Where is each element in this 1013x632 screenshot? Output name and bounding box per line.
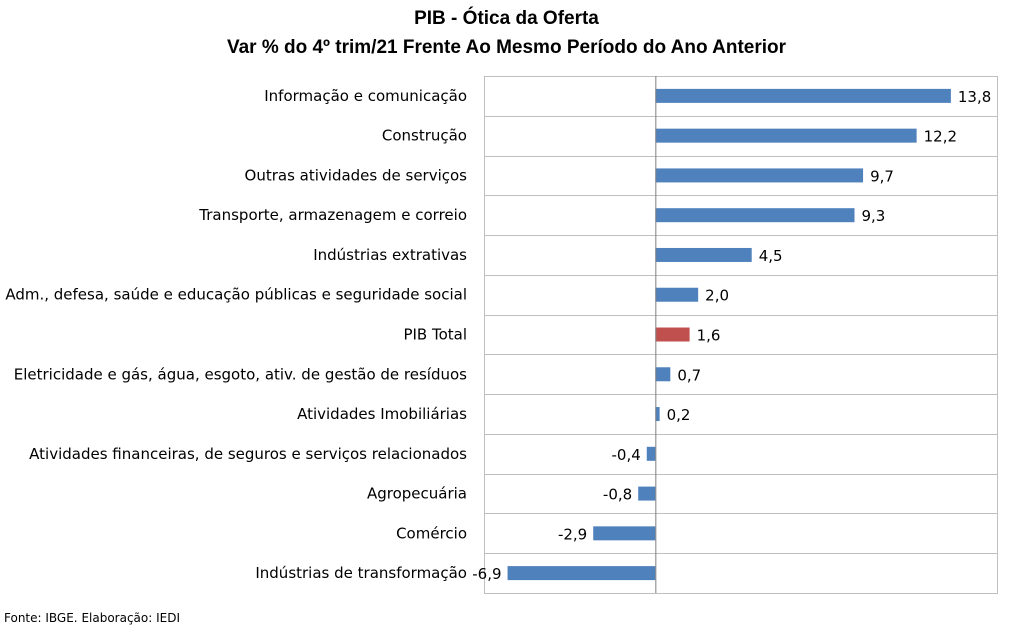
category-label: Transporte, armazenagem e correio [198, 206, 467, 224]
category-label: Outras atividades de serviços [245, 166, 468, 184]
bar [646, 446, 656, 461]
data-label: 12,2 [924, 128, 957, 146]
data-label: -0,4 [611, 446, 640, 464]
category-label: Atividades financeiras, de seguros e ser… [29, 445, 467, 463]
bar [655, 327, 690, 342]
bar [655, 407, 660, 422]
category-label: Indústrias extrativas [313, 246, 467, 264]
bar [655, 88, 951, 103]
bar [638, 486, 656, 501]
data-label: 0,7 [677, 366, 701, 384]
data-label: 0,2 [667, 406, 691, 424]
data-label: 13,8 [958, 88, 991, 106]
source-note: Fonte: IBGE. Elaboração: IEDI [4, 611, 181, 625]
bar [655, 247, 752, 262]
data-label: 4,5 [759, 247, 783, 265]
category-label: PIB Total [403, 326, 467, 344]
bar [655, 208, 855, 223]
bar [655, 168, 864, 183]
data-label: 9,7 [870, 167, 894, 185]
bar [593, 526, 656, 541]
chart-title: PIB - Ótica da Oferta [414, 8, 599, 29]
data-label: -0,8 [603, 486, 632, 504]
chart-subtitle: Var % do 4º trim/21 Frente Ao Mesmo Perí… [226, 37, 787, 58]
data-label: 9,3 [862, 207, 886, 225]
category-label: Indústrias de transformação [255, 564, 467, 582]
data-label: 2,0 [705, 287, 729, 305]
category-label: Comércio [396, 524, 467, 542]
category-label: Agropecuária [367, 485, 467, 503]
data-label: 1,6 [697, 327, 721, 345]
bar [655, 367, 671, 382]
category-label: Adm., defesa, saúde e educação públicas … [5, 286, 467, 304]
data-label: -2,9 [558, 525, 587, 543]
bar [655, 128, 917, 143]
bar [655, 287, 699, 302]
data-label: -6,9 [472, 565, 501, 583]
bar [507, 566, 656, 581]
category-label: Atividades Imobiliárias [297, 405, 467, 423]
category-label: Informação e comunicação [264, 87, 467, 105]
category-label: Eletricidade e gás, água, esgoto, ativ. … [14, 365, 467, 383]
category-label: Construção [382, 127, 467, 145]
